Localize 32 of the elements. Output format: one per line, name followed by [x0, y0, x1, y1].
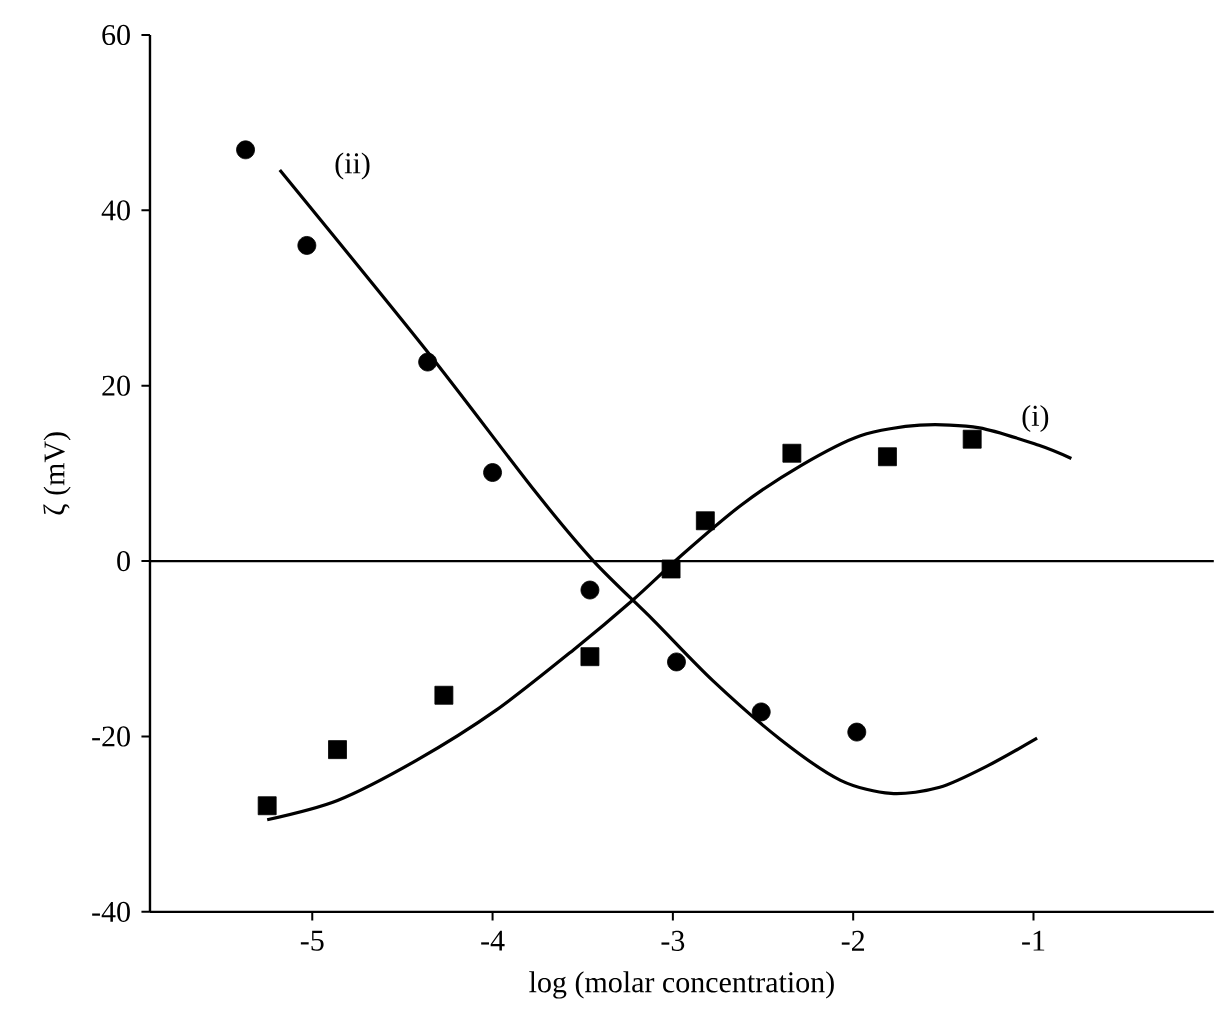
- y-tick-label: 60: [102, 24, 130, 46]
- point: [878, 447, 897, 467]
- point: [751, 702, 771, 722]
- point: [667, 652, 686, 672]
- point: [580, 580, 600, 600]
- y-tick-label: 0: [117, 551, 130, 572]
- point: [580, 647, 600, 667]
- x-tick-label: -2: [841, 930, 865, 951]
- y-tick-label: -40: [92, 901, 130, 923]
- series-label: (ii): [335, 152, 370, 180]
- point: [782, 443, 802, 463]
- series-label: (i): [1022, 405, 1049, 433]
- point: [297, 236, 317, 255]
- point: [661, 559, 681, 579]
- y-tick-label: 20: [102, 375, 130, 396]
- y-tick-label: -20: [92, 726, 130, 747]
- point: [257, 796, 277, 816]
- x-axis-title: log (molar concentration): [529, 971, 834, 999]
- x-tick-label: -3: [661, 930, 685, 951]
- point: [483, 463, 502, 483]
- y-tick-label: 40: [101, 200, 130, 221]
- point: [962, 429, 982, 449]
- point: [695, 511, 715, 531]
- point: [434, 685, 454, 705]
- point: [236, 140, 255, 160]
- y-axis-title: ζ (mV): [43, 432, 71, 515]
- x-tick-label: -1: [1022, 930, 1045, 951]
- x-tick-label: -4: [481, 930, 505, 951]
- point: [847, 722, 867, 742]
- point: [418, 352, 438, 372]
- x-tick-label: -5: [300, 930, 324, 951]
- point: [328, 740, 347, 760]
